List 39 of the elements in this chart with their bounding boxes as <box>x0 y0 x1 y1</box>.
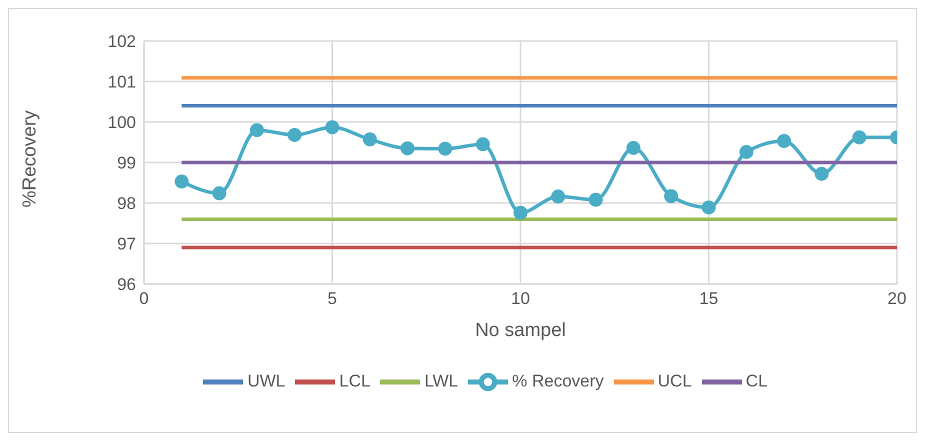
legend-label: CL <box>746 371 768 390</box>
y-tick-label: 97 <box>117 234 136 254</box>
point <box>814 166 829 181</box>
point <box>702 200 716 214</box>
point <box>852 130 866 144</box>
x-tick-label: 10 <box>511 289 530 308</box>
point <box>362 132 377 146</box>
y-tick-label: 100 <box>108 113 136 132</box>
y-tick-label: 96 <box>117 275 136 294</box>
point <box>514 206 528 220</box>
y-axis-title: %Recovery <box>20 110 41 208</box>
legend-label: LWL <box>424 371 458 390</box>
x-tick-label: 15 <box>699 289 718 308</box>
point <box>325 120 340 134</box>
point <box>400 141 415 156</box>
point <box>438 142 452 156</box>
y-tick-label: 99 <box>117 154 136 173</box>
point <box>739 144 754 159</box>
legend-label: LCL <box>339 371 370 390</box>
point <box>777 134 792 148</box>
point <box>212 186 226 200</box>
x-tick-label: 0 <box>139 289 149 308</box>
point <box>288 128 302 142</box>
y-tick-label: 101 <box>108 72 136 92</box>
legend-label: UWL <box>247 371 286 390</box>
x-tick-label: 5 <box>328 289 337 308</box>
point <box>626 140 640 155</box>
point <box>250 123 264 138</box>
x-tick-label: 20 <box>888 289 906 308</box>
point <box>664 189 678 204</box>
point <box>476 137 490 152</box>
point <box>551 190 566 204</box>
point <box>588 192 603 207</box>
legend-label: % Recovery <box>512 371 604 390</box>
x-axis-title: No sampel <box>475 320 566 341</box>
y-tick-label: 98 <box>117 194 136 214</box>
point <box>174 174 189 189</box>
y-tick-label: 102 <box>108 32 136 52</box>
legend-label: UCL <box>658 371 692 390</box>
